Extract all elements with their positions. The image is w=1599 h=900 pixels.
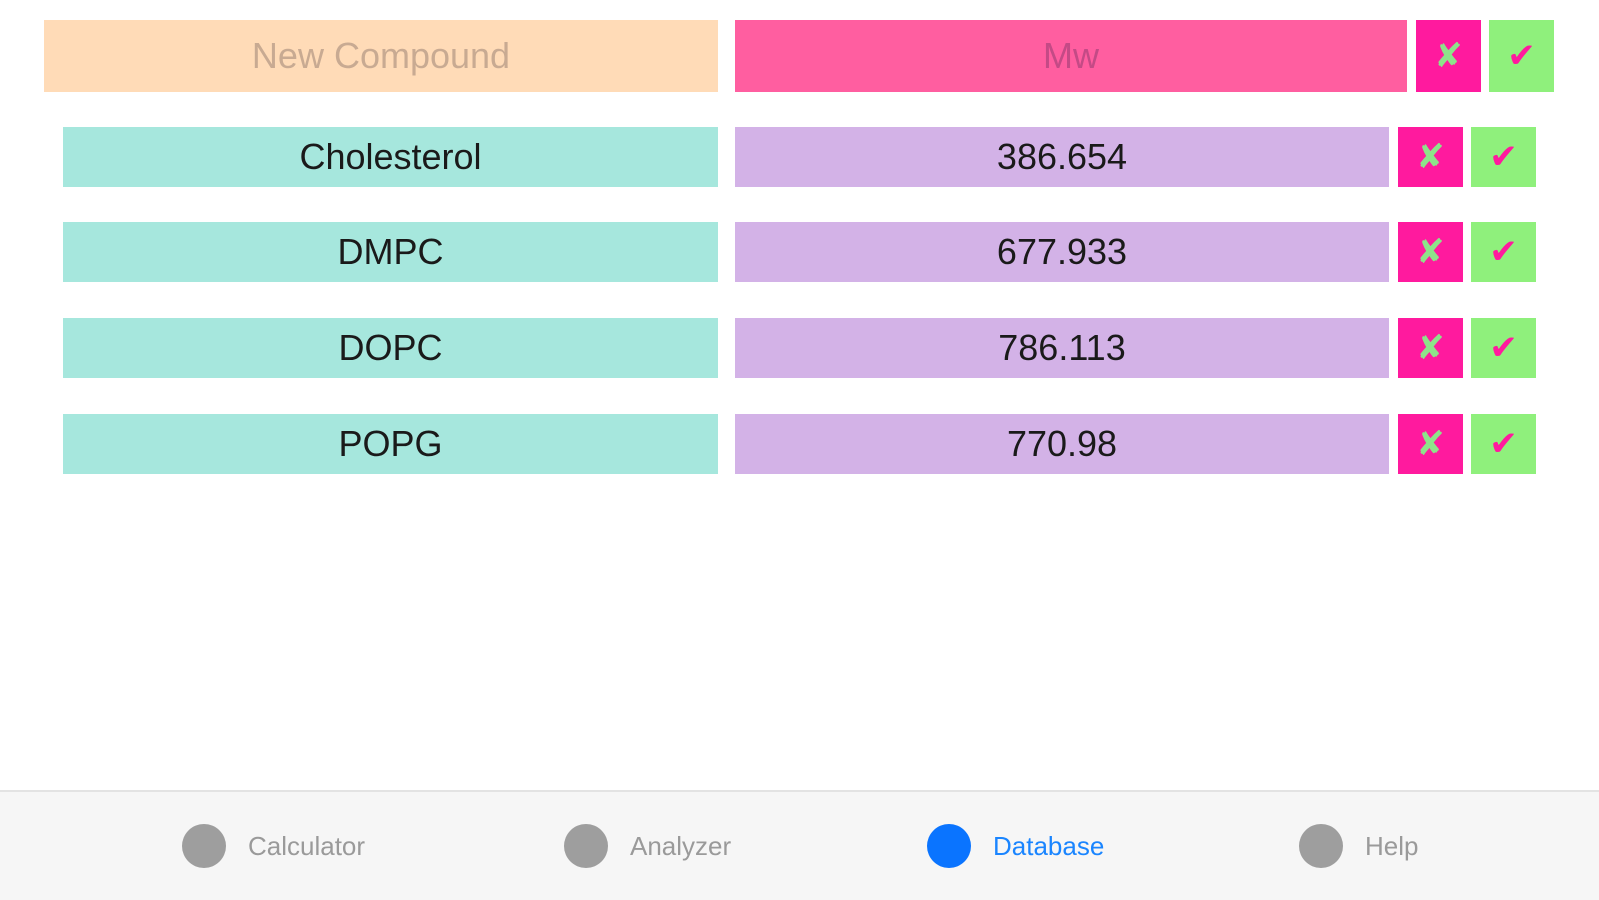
close-icon: ✘ (1416, 424, 1445, 464)
tab-analyzer[interactable]: Analyzer (564, 792, 731, 900)
circle-icon (182, 824, 226, 868)
save-button[interactable]: ✔ (1471, 318, 1536, 378)
close-icon: ✘ (1416, 328, 1445, 368)
tab-calculator[interactable]: Calculator (182, 792, 365, 900)
compound-mw[interactable]: 786.113 (735, 318, 1389, 378)
tab-bar: Calculator Analyzer Database Help (0, 790, 1599, 900)
delete-button[interactable]: ✘ (1398, 318, 1463, 378)
close-icon: ✘ (1434, 36, 1463, 76)
save-button[interactable]: ✔ (1471, 127, 1536, 187)
compound-name[interactable]: Cholesterol (63, 127, 718, 187)
tab-label: Calculator (248, 830, 366, 861)
checkmark-icon: ✔ (1507, 36, 1536, 76)
circle-icon (1299, 824, 1343, 868)
close-icon: ✘ (1416, 137, 1445, 177)
delete-button[interactable]: ✘ (1398, 127, 1463, 187)
tab-label: Database (993, 830, 1105, 861)
circle-icon (927, 824, 971, 868)
close-icon: ✘ (1416, 232, 1445, 272)
save-button[interactable]: ✔ (1471, 414, 1536, 474)
compound-mw[interactable]: 677.933 (735, 222, 1389, 282)
checkmark-icon: ✔ (1489, 424, 1518, 464)
compound-mw[interactable]: 386.654 (735, 127, 1389, 187)
tab-help[interactable]: Help (1299, 792, 1418, 900)
circle-icon (564, 824, 608, 868)
checkmark-icon: ✔ (1489, 328, 1518, 368)
delete-button[interactable]: ✘ (1398, 414, 1463, 474)
compound-name[interactable]: DMPC (63, 222, 718, 282)
compound-name[interactable]: DOPC (63, 318, 718, 378)
new-mw-input[interactable] (735, 20, 1407, 92)
checkmark-icon: ✔ (1489, 137, 1518, 177)
compound-name[interactable]: POPG (63, 414, 718, 474)
tab-label: Analyzer (630, 830, 732, 861)
cancel-new-button[interactable]: ✘ (1416, 20, 1481, 92)
checkmark-icon: ✔ (1489, 232, 1518, 272)
save-button[interactable]: ✔ (1471, 222, 1536, 282)
new-compound-input[interactable] (44, 20, 718, 92)
tab-label: Help (1365, 830, 1419, 861)
compound-mw[interactable]: 770.98 (735, 414, 1389, 474)
add-compound-button[interactable]: ✔ (1489, 20, 1554, 92)
tab-database[interactable]: Database (927, 792, 1104, 900)
delete-button[interactable]: ✘ (1398, 222, 1463, 282)
